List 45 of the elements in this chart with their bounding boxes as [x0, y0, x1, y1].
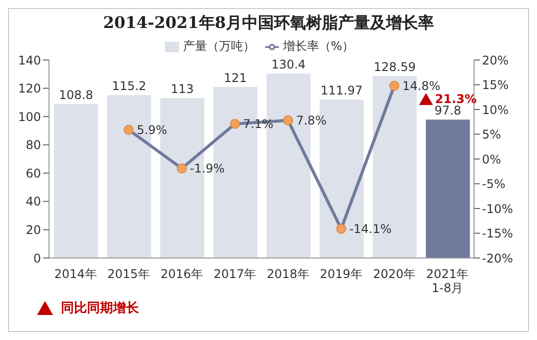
- y-tick-label: 40: [26, 194, 41, 209]
- x-tick-label: 2021年 1-8月: [426, 267, 469, 295]
- x-tick-label: 2016年: [160, 267, 204, 281]
- y-tick-label: 60: [26, 166, 41, 180]
- y2-tick-label: -5%: [482, 177, 506, 192]
- chart-title: 2014-2021年8月中国环氧树脂产量及增长率: [102, 12, 435, 34]
- data-label: 111.97: [320, 84, 363, 98]
- data-label: -14.1%: [349, 222, 392, 236]
- y2-tick-label: 5%: [482, 128, 502, 142]
- y2-tick-label: 0%: [482, 152, 502, 166]
- bar: [54, 104, 98, 258]
- y-tick-label: 100: [18, 110, 41, 124]
- bar: [426, 120, 470, 258]
- x-tick-label: 2018年: [266, 267, 310, 281]
- y-tick-label: 140: [18, 53, 41, 68]
- data-label: 108.8: [58, 88, 94, 102]
- y-tick-label: 120: [18, 82, 41, 96]
- y-tick-label: 0: [33, 251, 41, 266]
- y-tick-label: 20: [26, 222, 41, 237]
- data-label: 128.59: [374, 60, 416, 74]
- legend-label: 产量（万吨）: [182, 39, 255, 53]
- data-label: 130.4: [271, 58, 306, 72]
- y2-tick-label: -15%: [482, 226, 514, 241]
- data-label: -1.9%: [190, 162, 225, 176]
- x-tick-label: 2017年: [214, 267, 256, 281]
- y-tick-label: 80: [26, 138, 41, 152]
- x-tick-label: 2015年: [107, 267, 150, 281]
- x-tick-label: 2020年: [373, 267, 416, 281]
- text: 同比同期增长: [61, 300, 139, 317]
- x-tick-label: 2019年: [320, 267, 362, 281]
- y2-tick-label: 15%: [482, 78, 509, 92]
- x-tick-label: 2014年: [54, 267, 97, 281]
- data-label: 121: [224, 70, 247, 85]
- annotation: 21.3%: [435, 92, 477, 106]
- y2-tick-label: 20%: [482, 53, 509, 68]
- legend-label: 增长率（%）: [282, 39, 354, 53]
- data-label: 5.9%: [136, 123, 168, 138]
- y2-tick-label: 10%: [482, 102, 509, 117]
- data-label: 97.8: [434, 104, 462, 118]
- data-label: 115.2: [112, 79, 146, 94]
- y2-tick-label: -10%: [482, 202, 514, 216]
- data-label: 14.8%: [402, 79, 440, 93]
- data-label: 113: [170, 82, 194, 96]
- y2-tick-label: -20%: [482, 251, 514, 266]
- data-label: 7.8%: [296, 114, 327, 128]
